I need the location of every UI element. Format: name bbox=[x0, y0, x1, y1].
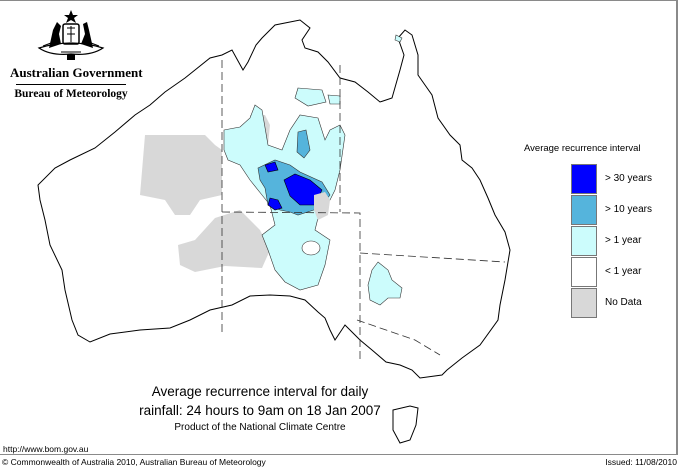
legend-swatch bbox=[571, 226, 597, 256]
legend-swatch bbox=[571, 164, 597, 194]
interval-gt30-c bbox=[267, 197, 283, 211]
interval-gt1-qld-tip bbox=[394, 34, 403, 43]
interval-gt1-nsw bbox=[367, 261, 403, 306]
map-title-line1: Average recurrence interval for daily bbox=[151, 384, 369, 399]
interval-gt1-northeast bbox=[327, 94, 341, 105]
map-title-line2: rainfall: 24 hours to 9am on 18 Jan 2007 bbox=[139, 403, 381, 418]
legend-swatch bbox=[571, 195, 597, 225]
agency-name: Bureau of Meteorology bbox=[14, 88, 128, 100]
legend-label: > 10 years bbox=[605, 204, 652, 215]
legend-label: No Data bbox=[605, 297, 642, 308]
state-borders bbox=[221, 60, 506, 360]
legend-label: > 1 year bbox=[605, 235, 642, 246]
interval-gt30-b bbox=[264, 161, 279, 173]
logo-divider bbox=[16, 84, 126, 85]
bom-url-link[interactable]: http://www.bom.gov.au bbox=[3, 444, 89, 454]
interval-gt1-north bbox=[294, 87, 327, 107]
tasmania-coastline bbox=[392, 405, 419, 444]
legend-label: < 1 year bbox=[605, 266, 642, 277]
bom-logo: Australian Government Bureau of Meteorol… bbox=[10, 8, 143, 100]
australia-rainfall-map bbox=[37, 19, 511, 444]
interval-gt10-a bbox=[296, 129, 311, 159]
map-subtitle: Product of the National Climate Centre bbox=[174, 422, 346, 433]
no-data-region-west bbox=[140, 135, 222, 215]
issued-date: Issued: 11/08/2010 bbox=[605, 457, 677, 467]
legend-label: > 30 years bbox=[605, 173, 652, 184]
copyright-notice: © Commonwealth of Australia 2010, Austra… bbox=[2, 457, 266, 467]
map-frame bbox=[0, 0, 678, 455]
legend-title: Average recurrence interval bbox=[524, 143, 641, 154]
coat-of-arms-icon bbox=[37, 10, 105, 60]
no-data-region-southwest bbox=[178, 210, 270, 272]
legend-swatch bbox=[571, 288, 597, 318]
interval-lt1-hole bbox=[301, 240, 321, 256]
government-name: Australian Government bbox=[10, 65, 143, 80]
legend-swatch bbox=[571, 257, 597, 287]
